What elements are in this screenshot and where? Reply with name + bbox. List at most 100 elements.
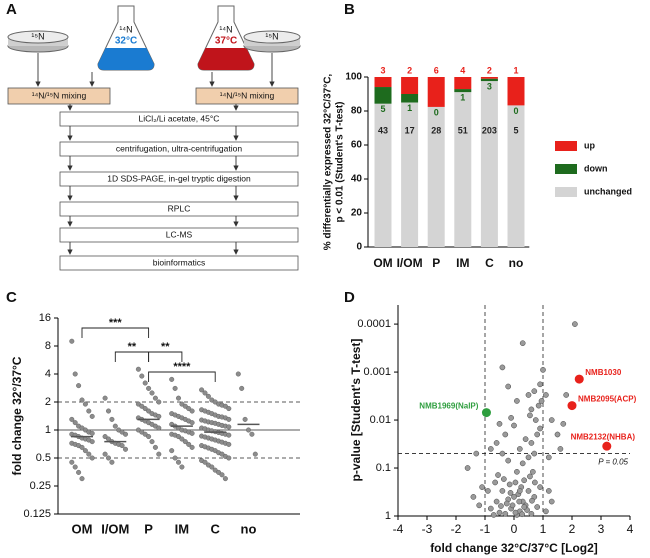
x-tick-label: P [432, 256, 440, 270]
data-point [105, 408, 111, 414]
source-label: ¹⁴N [219, 24, 232, 34]
data-point [496, 509, 503, 516]
count-label: 1 [407, 103, 412, 113]
dish [7, 30, 69, 44]
data-point [135, 366, 141, 372]
highlight-label: NMB1030 [585, 368, 622, 377]
bar-segment [480, 81, 498, 247]
data-point [501, 476, 507, 482]
step-label: LiCl₂/Li acetate, 45°C [139, 113, 220, 123]
data-point [495, 472, 501, 478]
data-point [72, 420, 78, 426]
data-point [479, 484, 485, 490]
data-point [202, 459, 208, 465]
data-point [102, 434, 108, 440]
data-point [226, 416, 232, 422]
count-label: 6 [434, 65, 439, 75]
data-point [507, 490, 514, 496]
x-tick-label: IM [456, 256, 469, 270]
source-label: ¹⁵N [265, 31, 278, 41]
data-point [528, 440, 535, 446]
bar-segment [374, 103, 392, 247]
bar-segment [401, 94, 419, 103]
data-point [543, 392, 549, 398]
data-point [156, 413, 162, 419]
y-axis-label: % differentially expressed 32°C/37°C, [323, 74, 334, 251]
bar-segment [507, 77, 525, 106]
bar-segment [401, 102, 419, 247]
y-tick-label: 0.1 [376, 462, 391, 474]
y-tick-label: 0.25 [30, 480, 51, 492]
step-box [59, 255, 299, 271]
data-point [516, 446, 523, 452]
data-point [226, 455, 232, 461]
significance-label: *** [109, 317, 123, 329]
mixing-label: ¹⁴N/¹⁵N mixing [220, 90, 275, 100]
data-point [487, 446, 494, 452]
data-point [572, 321, 578, 327]
count-label: 1 [513, 65, 518, 75]
data-point [169, 376, 175, 382]
data-point [522, 436, 529, 442]
data-point [512, 509, 519, 516]
data-point [509, 502, 516, 509]
data-point [537, 381, 543, 388]
data-point [527, 473, 533, 480]
bar-segment [480, 77, 498, 79]
data-point [470, 494, 477, 500]
data-point [109, 416, 115, 422]
y-tick-label: 0.5 [36, 452, 51, 464]
flask-fill [98, 48, 154, 70]
x-tick-label: OM [72, 521, 93, 536]
data-point [492, 479, 498, 486]
mixing-box [195, 87, 299, 105]
y-tick-label: 2 [45, 396, 51, 408]
data-point [109, 459, 115, 465]
count-label: 2 [487, 65, 492, 75]
data-point [172, 385, 178, 391]
data-point [222, 476, 228, 482]
data-point [521, 477, 528, 484]
count-label: 51 [458, 125, 468, 135]
data-point [487, 505, 494, 512]
data-point [531, 450, 538, 457]
data-point [496, 420, 503, 427]
y-tick-label: 100 [345, 72, 362, 83]
data-point [79, 444, 85, 450]
x-tick-label: OM [373, 256, 392, 270]
data-point [172, 455, 178, 461]
bar-segment [454, 92, 472, 247]
data-point [175, 459, 181, 465]
data-point [519, 511, 525, 518]
data-point [528, 406, 535, 413]
data-point [156, 399, 162, 405]
data-point [152, 444, 158, 450]
highlight-point [567, 401, 577, 411]
x-tick-label: -4 [393, 522, 404, 536]
data-point [508, 415, 514, 421]
data-point [175, 395, 181, 401]
data-point [222, 403, 228, 409]
step-label: 1D SDS-PAGE, in-gel tryptic digestion [107, 173, 251, 183]
data-point [122, 446, 128, 452]
y-tick-label: 60 [351, 140, 363, 151]
count-label: 2 [407, 65, 412, 75]
bar-segment [427, 106, 445, 247]
data-point [563, 392, 570, 398]
count-label: 0 [513, 106, 518, 116]
x-tick-label: 3 [598, 522, 605, 536]
data-point [543, 508, 549, 515]
data-point [82, 448, 88, 454]
data-point [142, 380, 148, 386]
data-point [505, 457, 512, 464]
legend-swatch [555, 164, 577, 174]
legend-label: down [584, 163, 608, 173]
panel-label: B [344, 1, 355, 18]
data-point [226, 406, 232, 412]
threshold-label: P = 0.05 [598, 458, 628, 467]
data-point [89, 439, 95, 445]
data-point [537, 425, 543, 432]
data-point [209, 464, 215, 470]
temperature: 32°C [115, 36, 137, 47]
